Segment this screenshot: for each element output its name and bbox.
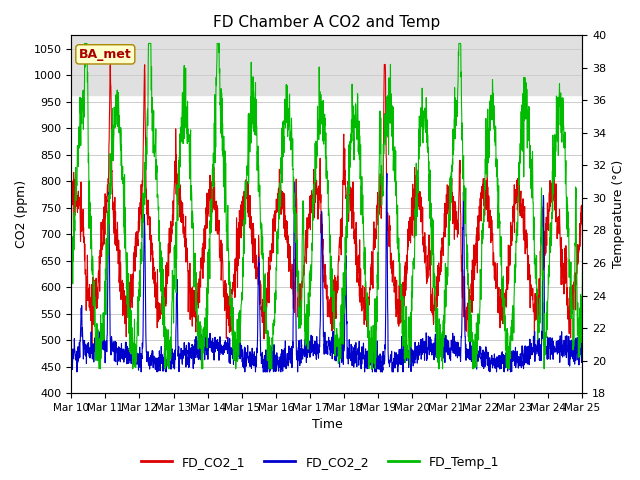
Title: FD Chamber A CO2 and Temp: FD Chamber A CO2 and Temp <box>213 15 440 30</box>
Y-axis label: CO2 (ppm): CO2 (ppm) <box>15 180 28 248</box>
Bar <box>71 36 582 95</box>
Legend: FD_CO2_1, FD_CO2_2, FD_Temp_1: FD_CO2_1, FD_CO2_2, FD_Temp_1 <box>136 451 504 474</box>
Y-axis label: Temperature (°C): Temperature (°C) <box>612 160 625 268</box>
X-axis label: Time: Time <box>312 419 342 432</box>
Text: BA_met: BA_met <box>79 48 132 61</box>
